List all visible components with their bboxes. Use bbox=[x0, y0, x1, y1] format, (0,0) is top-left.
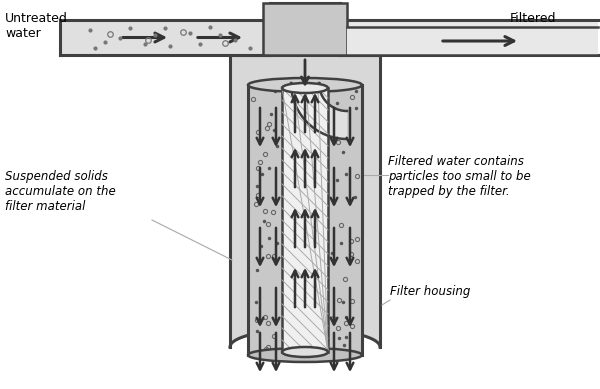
Bar bbox=[340, 20, 598, 55]
Ellipse shape bbox=[282, 347, 328, 357]
Text: Suspended solids
accumulate on the
filter material: Suspended solids accumulate on the filte… bbox=[5, 170, 116, 213]
Polygon shape bbox=[230, 55, 380, 347]
Text: Filtered
water: Filtered water bbox=[510, 12, 557, 40]
Polygon shape bbox=[291, 83, 347, 139]
Bar bbox=[347, 27, 598, 55]
Bar bbox=[282, 88, 328, 352]
Bar bbox=[263, 3, 347, 55]
Text: Filter housing: Filter housing bbox=[390, 285, 470, 298]
Text: Untreated
water: Untreated water bbox=[5, 12, 68, 40]
Bar bbox=[248, 85, 362, 355]
Ellipse shape bbox=[282, 83, 328, 93]
Ellipse shape bbox=[248, 348, 362, 362]
Text: Filtered water contains
particles too small to be
trapped by the filter.: Filtered water contains particles too sm… bbox=[388, 155, 531, 198]
Ellipse shape bbox=[248, 78, 362, 92]
Bar bbox=[60, 20, 270, 55]
